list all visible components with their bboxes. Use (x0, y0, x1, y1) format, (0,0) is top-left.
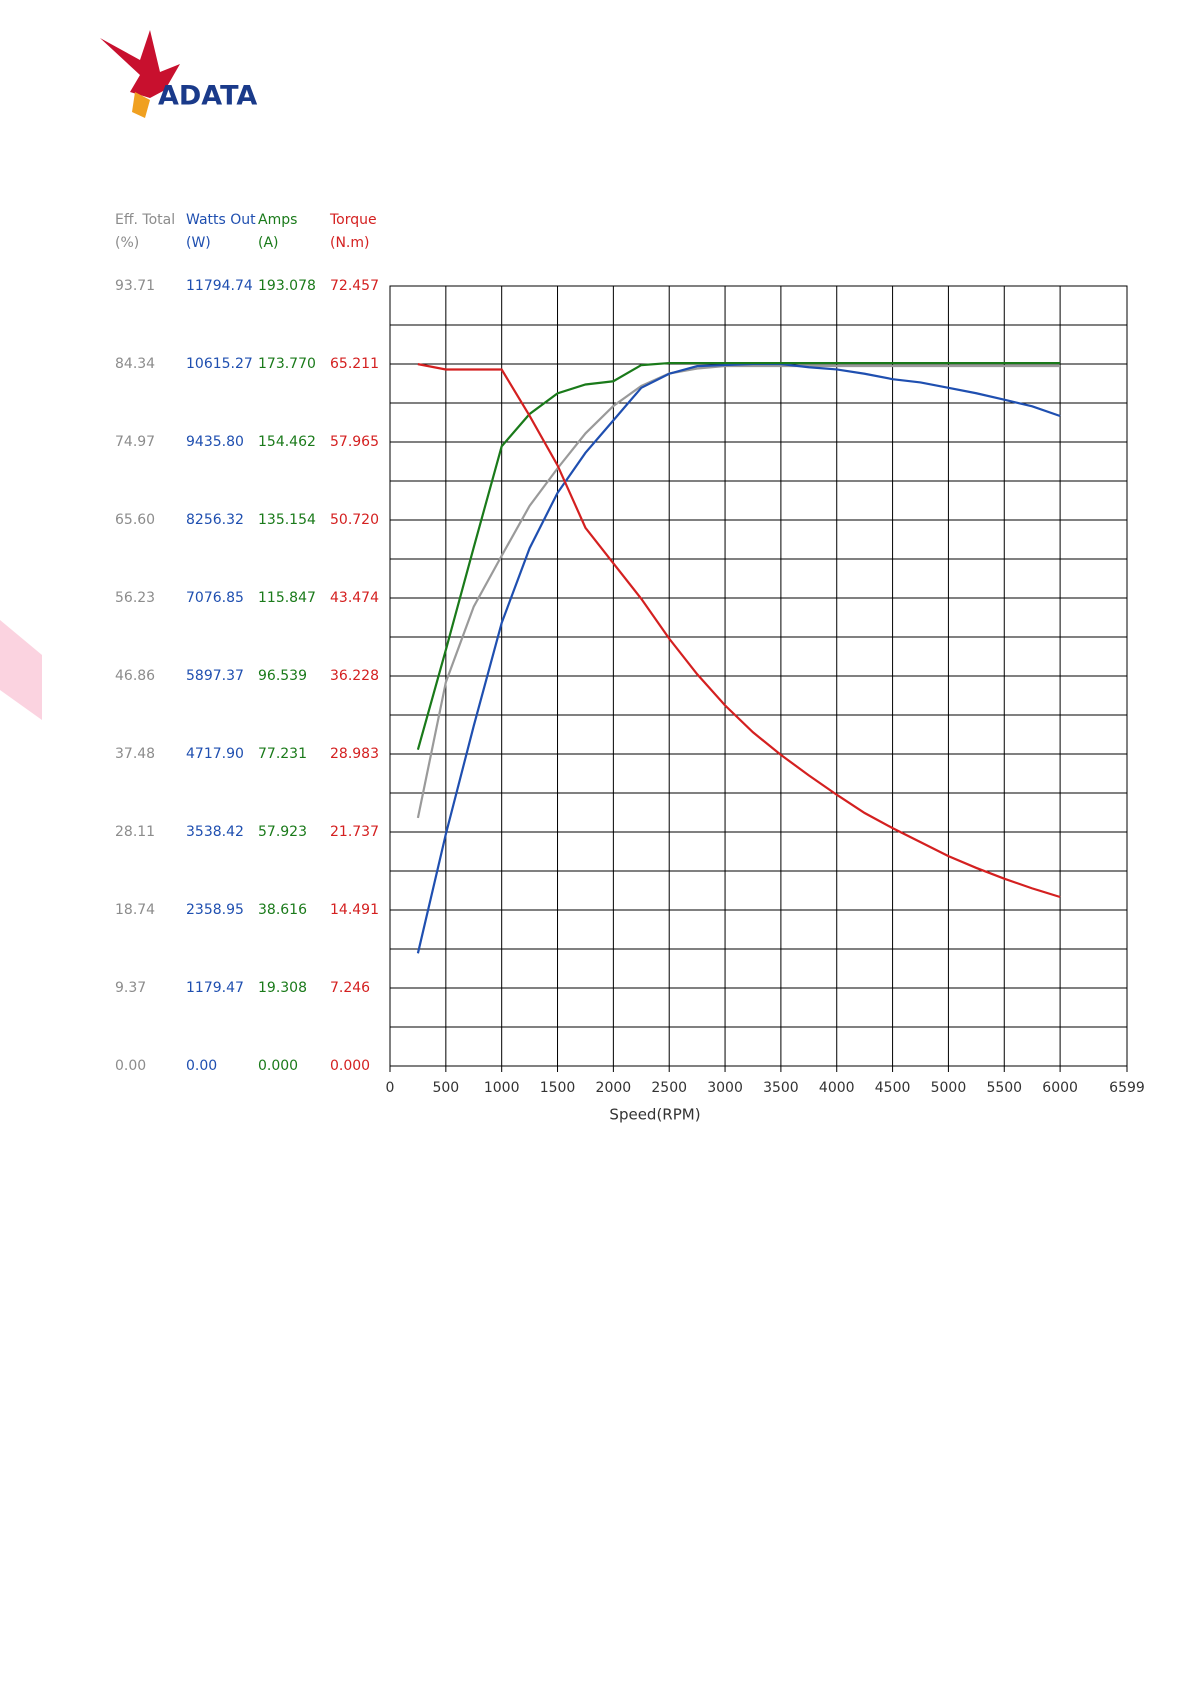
y-tick-label: 84.34 (115, 356, 155, 372)
series-line (416, 362, 1061, 954)
y-tick-label: 11794.74 (186, 278, 253, 294)
x-tick-label: 0 (386, 1080, 395, 1096)
logo: ADATA (100, 30, 257, 118)
axis-title: Eff. Total (115, 212, 175, 228)
x-tick-label: 5000 (931, 1080, 967, 1096)
y-tick-label: 50.720 (330, 512, 379, 528)
x-tick-label: 500 (432, 1080, 459, 1096)
series-line (416, 364, 1061, 819)
y-tick-label: 9435.80 (186, 434, 244, 450)
y-tick-label: 96.539 (258, 668, 307, 684)
y-tick-label: 4717.90 (186, 746, 244, 762)
y-tick-label: 28.983 (330, 746, 379, 762)
y-tick-label: 43.474 (330, 590, 379, 606)
y-tick-label: 18.74 (115, 902, 155, 918)
axis-title: Amps (258, 212, 297, 228)
y-tick-label: 72.457 (330, 278, 379, 294)
y-tick-label: 19.308 (258, 980, 307, 996)
y-tick-label: 9.37 (115, 980, 146, 996)
y-tick-label: 77.231 (258, 746, 307, 762)
y-tick-label: 46.86 (115, 668, 155, 684)
y-tick-label: 38.616 (258, 902, 307, 918)
y-tick-label: 0.000 (258, 1058, 298, 1074)
logo-bird (100, 30, 180, 98)
y-tick-label: 154.462 (258, 434, 316, 450)
y-tick-label: 65.211 (330, 356, 379, 372)
x-tick-label: 3000 (707, 1080, 743, 1096)
x-tick-label: 3500 (763, 1080, 799, 1096)
logo-bird-tail (132, 92, 150, 118)
y-tick-label: 28.11 (115, 824, 155, 840)
y-tick-label: 0.00 (186, 1058, 217, 1074)
x-tick-label: 5500 (986, 1080, 1022, 1096)
axis-unit: (W) (186, 235, 211, 251)
y-tick-label: 173.770 (258, 356, 316, 372)
x-tick-label: 1000 (484, 1080, 520, 1096)
series-line (416, 361, 1061, 750)
x-tick-label: 4500 (875, 1080, 911, 1096)
y-tick-label: 0.000 (330, 1058, 370, 1074)
series-line (417, 363, 1061, 899)
y-tick-label: 21.737 (330, 824, 379, 840)
y-tick-label: 56.23 (115, 590, 155, 606)
y-tick-label: 115.847 (258, 590, 316, 606)
y-tick-label: 8256.32 (186, 512, 244, 528)
y-tick-label: 193.078 (258, 278, 316, 294)
x-axis-title: Speed(RPM) (609, 1106, 700, 1124)
y-tick-label: 74.97 (115, 434, 155, 450)
y-tick-label: 36.228 (330, 668, 379, 684)
y-tick-label: 14.491 (330, 902, 379, 918)
y-tick-label: 93.71 (115, 278, 155, 294)
logo-text: ADATA (158, 81, 257, 112)
x-tick-label: 6599 (1109, 1080, 1145, 1096)
x-tick-label: 4000 (819, 1080, 855, 1096)
axis-title: Watts Out (186, 212, 256, 228)
x-tick-label: 6000 (1042, 1080, 1078, 1096)
axis-unit: (%) (115, 235, 139, 251)
y-tick-label: 7.246 (330, 980, 370, 996)
x-tick-label: 2500 (651, 1080, 687, 1096)
axis-unit: (A) (258, 235, 279, 251)
y-tick-label: 7076.85 (186, 590, 244, 606)
y-tick-label: 37.48 (115, 746, 155, 762)
axis-title: Torque (329, 212, 377, 228)
y-tick-label: 10615.27 (186, 356, 253, 372)
y-tick-label: 1179.47 (186, 980, 244, 996)
y-tick-label: 57.965 (330, 434, 379, 450)
x-tick-label: 2000 (596, 1080, 632, 1096)
y-tick-label: 5897.37 (186, 668, 244, 684)
watermark (0, 620, 42, 720)
y-tick-label: 135.154 (258, 512, 316, 528)
axis-unit: (N.m) (330, 235, 369, 251)
y-tick-label: 57.923 (258, 824, 307, 840)
y-tick-label: 0.00 (115, 1058, 146, 1074)
x-tick-label: 1500 (540, 1080, 576, 1096)
y-tick-label: 65.60 (115, 512, 155, 528)
y-tick-label: 3538.42 (186, 824, 244, 840)
y-tick-label: 2358.95 (186, 902, 244, 918)
